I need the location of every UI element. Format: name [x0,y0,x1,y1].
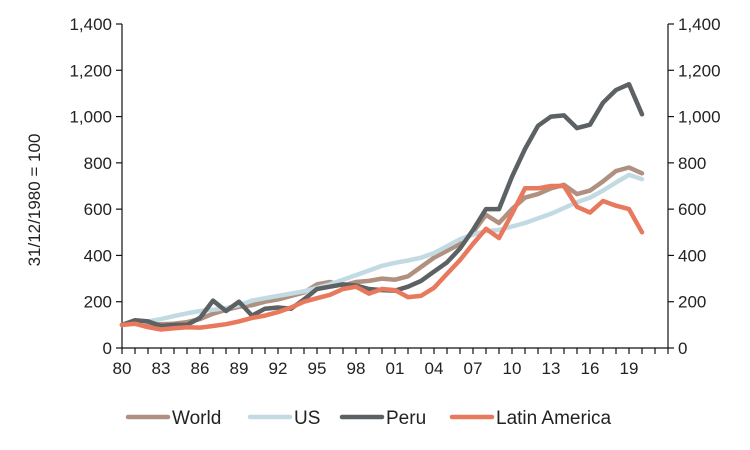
x-tick-label: 92 [269,359,288,378]
legend-label-latin-america: Latin America [496,408,612,429]
series-line-latin-america [119,183,645,332]
right-y-axis: 0 200 400 600 800 1,000 1,200 1,400 [667,15,721,358]
x-tick-label: 98 [347,359,366,378]
left-y-tick-label: 1,200 [69,61,112,80]
right-y-tick-label: 1,400 [678,15,721,34]
series-layer [119,81,645,332]
x-tick-label: 83 [152,359,171,378]
left-y-tick-label: 0 [103,339,112,358]
right-y-tick-label: 1,000 [678,108,721,127]
y-axis-title: 31/12/1980 = 100 [25,134,44,267]
x-axis: 80 83 86 89 92 95 98 01 04 07 10 13 16 19 [113,347,669,378]
series-line-world [119,165,645,328]
x-tick-label: 04 [425,359,444,378]
left-y-tick-label: 400 [84,246,112,265]
x-tick-label: 01 [386,359,405,378]
left-y-tick-label: 1,000 [69,108,112,127]
x-tick-label: 07 [464,359,483,378]
x-tick-label: 86 [191,359,210,378]
right-y-tick-label: 600 [678,200,706,219]
x-tick-label: 13 [542,359,561,378]
series-line-us [119,172,645,328]
left-y-axis: 0 200 400 600 800 1,000 1,200 1,400 [69,15,123,358]
x-tick-label: 16 [581,359,600,378]
left-y-tick-label: 1,400 [69,15,112,34]
legend: World US Peru Latin America [125,408,612,429]
right-y-tick-label: 400 [678,246,706,265]
right-y-tick-label: 200 [678,293,706,312]
left-y-tick-label: 600 [84,200,112,219]
legend-label-peru: Peru [386,408,426,429]
x-tick-label: 89 [230,359,249,378]
x-tick-label: 80 [113,359,132,378]
x-tick-label: 95 [308,359,327,378]
legend-label-us: US [294,408,320,429]
right-y-tick-label: 800 [678,154,706,173]
right-y-tick-label: 1,200 [678,61,721,80]
left-y-tick-label: 800 [84,154,112,173]
x-tick-label: 10 [503,359,522,378]
legend-label-world: World [172,408,221,429]
left-y-tick-label: 200 [84,293,112,312]
right-y-tick-label: 0 [678,339,687,358]
x-tick-label: 19 [620,359,639,378]
